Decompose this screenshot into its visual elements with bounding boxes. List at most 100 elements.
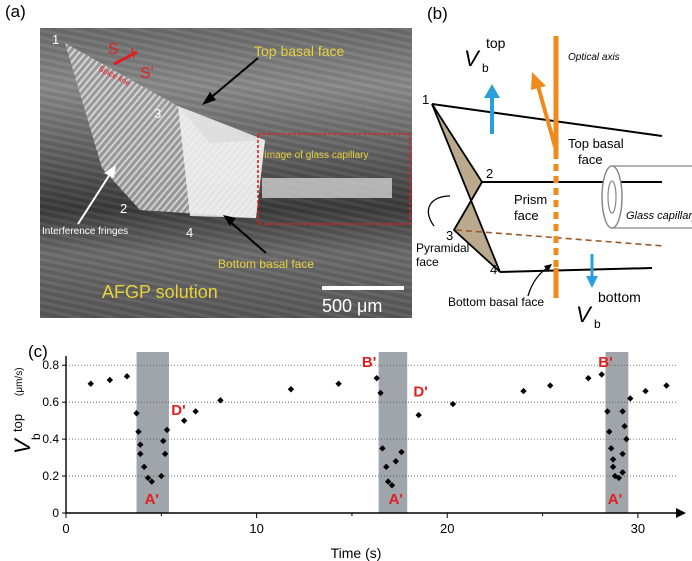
data-point-4 (135, 428, 142, 435)
bottom-basal-line (499, 267, 653, 273)
v-top-label-sub: b (482, 61, 489, 75)
glass-capillary-label-b: Glass capillary (626, 210, 692, 222)
panel-a-label: (a) (5, 2, 26, 21)
v-top-label-sup: top (486, 35, 506, 51)
data-point-32 (598, 371, 605, 378)
top-basal-face-arrowhead (202, 92, 216, 105)
reflected-ray (536, 85, 558, 151)
data-point-26 (398, 448, 405, 456)
v-top-arrowhead (484, 84, 500, 98)
x-tick-label-1: 10 (249, 521, 263, 536)
data-point-47 (663, 382, 670, 389)
bottom-basal-face-label: Bottom basal face (218, 257, 314, 271)
v-top-label-main: V (464, 46, 481, 71)
optical-axis-label: Optical axis (568, 52, 620, 63)
interference-fringes-label: Interference fringes (42, 226, 128, 237)
scale-bar-label: 500 μm (322, 296, 382, 316)
data-point-9 (148, 478, 155, 485)
annotation-2: B' (362, 354, 376, 371)
data-point-24 (388, 482, 396, 489)
data-point-11 (161, 450, 169, 458)
data-point-12 (160, 437, 167, 445)
data-point-20 (377, 389, 384, 397)
data-point-0 (87, 380, 94, 387)
schematic-diagram: V b top Optical axis 1 2 3 4 Top basal f… (416, 35, 692, 330)
x-tick-label-0: 0 (62, 521, 69, 536)
data-point-19 (373, 374, 380, 382)
annotation-1: D' (171, 402, 185, 419)
y-tick-label-1: 0.2 (42, 469, 59, 483)
v-bottom-label-sub: b (594, 317, 601, 330)
data-point-37 (609, 463, 617, 471)
velocity-chart: 0 0.2 0.4 0.6 0.8 0 10 20 30 A' D' B' A' D' B' A' Time… (10, 352, 686, 561)
top-basal-face-label-b-1: Top basal (568, 136, 624, 151)
corner-3-label: 3 (154, 106, 161, 121)
s-prime-label: S' (140, 65, 154, 82)
micrograph-image: 1 2 3 4 S S' Spice line Top basal face I… (40, 28, 412, 318)
data-point-42 (621, 422, 628, 430)
x-axis-label: Time (s) (331, 545, 382, 561)
s-label: S (108, 41, 119, 58)
data-point-27 (415, 411, 422, 419)
annotation-6: A' (608, 491, 622, 508)
y-tick-label-3: 0.6 (42, 395, 59, 409)
interference-fringes-arrow (77, 170, 113, 225)
annotation-0: A' (145, 491, 159, 508)
bottom-face-pointer-head (544, 264, 552, 272)
prism-face-label-1: Prism (514, 192, 547, 207)
y-tick-label-4: 0.8 (42, 358, 59, 372)
annotation-5: B' (598, 354, 612, 371)
y-axis-label-main: V (10, 437, 35, 454)
data-point-10 (158, 472, 165, 480)
pyramidal-face-label-1: Pyramidal (416, 241, 469, 255)
bottom-basal-face-label-b: Bottom basal face (448, 295, 544, 309)
data-point-36 (609, 456, 617, 463)
data-point-13 (163, 426, 171, 434)
capillary-bore (607, 180, 617, 214)
corner-4-label: 4 (186, 225, 193, 240)
v-bottom-arrowhead (586, 276, 598, 288)
data-point-7 (140, 463, 148, 471)
micrograph-overlay: 1 2 3 4 S S' Spice line Top basal face I… (42, 32, 411, 316)
data-point-14 (180, 417, 188, 424)
data-point-29 (520, 387, 527, 395)
annotation-3: A' (389, 491, 403, 508)
v-bottom-label-sup: bottom (598, 289, 641, 305)
data-point-22 (383, 463, 390, 471)
pyramidal-pointer (427, 195, 451, 227)
glass-capillary-box (257, 133, 411, 225)
data-point-3 (133, 410, 140, 417)
top-basal-face-arrow (207, 57, 259, 101)
corner-3-label-b: 3 (446, 228, 453, 243)
data-point-16 (217, 397, 224, 404)
interference-fringes-arrowhead (104, 165, 116, 178)
spice-line-tick (131, 47, 135, 59)
bottom-basal-face-arrowhead (223, 215, 236, 226)
pyramidal-face-label-2: face (416, 255, 439, 269)
panel-c-label: (c) (28, 342, 48, 361)
y-axis-unit: (μm/s) (14, 367, 25, 396)
data-point-33 (604, 408, 611, 415)
corner-2-label: 2 (120, 201, 127, 216)
x-axis-arrowhead (676, 508, 686, 518)
y-axis-label-sup: top (10, 414, 25, 432)
data-point-2 (123, 373, 131, 380)
corner-1-label: 1 (52, 32, 59, 47)
top-basal-face-label-b-2: face (578, 152, 603, 167)
data-point-21 (379, 445, 386, 452)
panel-b-label: (b) (427, 4, 448, 23)
data-point-25 (392, 458, 399, 465)
x-tick-label-2: 20 (440, 521, 454, 536)
data-point-18 (335, 380, 342, 387)
top-basal-face-label: Top basal face (254, 43, 344, 59)
corner-4-label-b: 4 (490, 262, 497, 277)
data-point-31 (585, 374, 592, 382)
data-point-45 (627, 395, 634, 402)
reflected-ray-arrowhead (531, 72, 546, 90)
y-tick-label-0: 0 (52, 506, 59, 520)
x-tick-label-3: 30 (631, 521, 645, 536)
hidden-edge-line (455, 229, 665, 247)
shaded-interval-0 (136, 352, 169, 513)
data-point-46 (642, 387, 649, 395)
data-point-8 (144, 474, 152, 482)
